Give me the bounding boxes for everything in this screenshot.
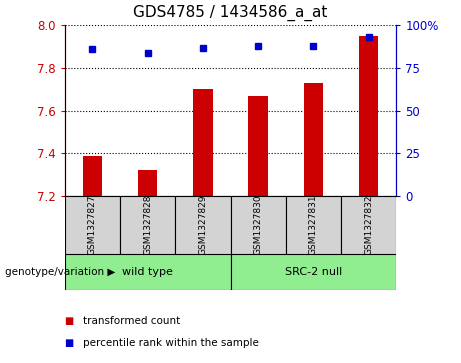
Bar	[359, 36, 378, 196]
Bar	[65, 196, 120, 254]
Text: GSM1327831: GSM1327831	[309, 195, 318, 256]
Bar	[341, 196, 396, 254]
Text: ■: ■	[65, 316, 74, 326]
Bar	[286, 196, 341, 254]
Bar	[138, 170, 157, 196]
Text: transformed count: transformed count	[83, 316, 180, 326]
Text: percentile rank within the sample: percentile rank within the sample	[83, 338, 259, 348]
Bar	[230, 254, 396, 290]
Bar	[65, 254, 230, 290]
Bar	[175, 196, 230, 254]
Bar	[193, 89, 213, 196]
Text: GSM1327832: GSM1327832	[364, 195, 373, 255]
Bar	[230, 196, 286, 254]
Bar	[304, 83, 323, 196]
Bar	[248, 96, 268, 196]
Text: GSM1327830: GSM1327830	[254, 195, 263, 256]
Text: GSM1327827: GSM1327827	[88, 195, 97, 255]
Text: ■: ■	[65, 338, 74, 348]
Bar	[83, 155, 102, 196]
Text: SRC-2 null: SRC-2 null	[285, 267, 342, 277]
Text: GSM1327829: GSM1327829	[198, 195, 207, 255]
Text: genotype/variation ▶: genotype/variation ▶	[5, 267, 115, 277]
Bar	[120, 196, 175, 254]
Text: GSM1327828: GSM1327828	[143, 195, 152, 255]
Text: wild type: wild type	[122, 267, 173, 277]
Title: GDS4785 / 1434586_a_at: GDS4785 / 1434586_a_at	[133, 5, 328, 21]
